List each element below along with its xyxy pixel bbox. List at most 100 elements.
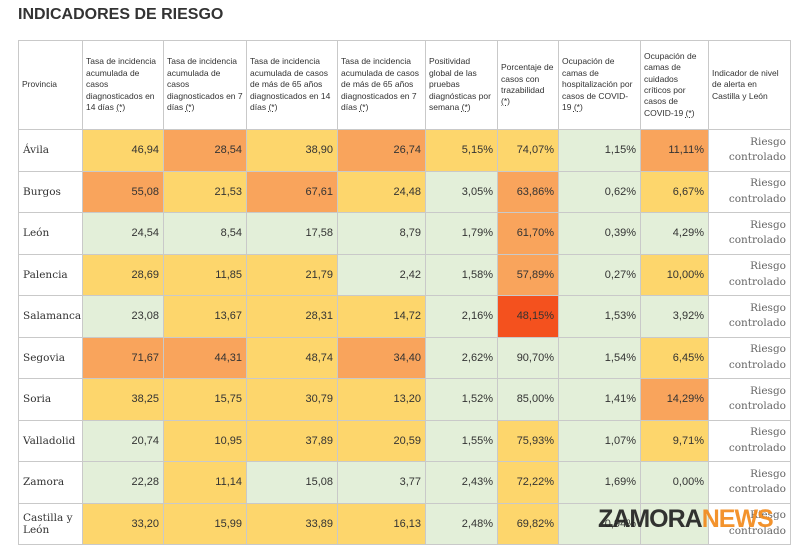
table-cell: 63,86% xyxy=(497,170,559,213)
header-text: Indicador de nivel de alerta en Castilla… xyxy=(712,67,779,101)
table-cell: 38,25 xyxy=(82,378,164,421)
header-text: Tasa de incidencia acumulada de casos di… xyxy=(167,56,243,113)
header-note[interactable]: (*) xyxy=(268,102,278,113)
table-cell: 71,67 xyxy=(82,336,164,379)
table-body: Ávila 46,94 28,54 38,90 26,74 5,15% 74,07% 1,15… xyxy=(18,129,791,545)
table-cell: 0,94% xyxy=(558,502,641,545)
table-cell: 1,79% xyxy=(425,212,498,255)
table-cell: 4,29% xyxy=(640,212,709,255)
table-row: Segovia 71,67 44,31 48,74 34,40 2,62% 90,70% 1,… xyxy=(18,336,791,379)
table-cell: 16,13 xyxy=(337,502,426,545)
risk-table: Provincia Tasa de incidencia acumulada de… xyxy=(18,40,791,545)
table-cell: 10,95 xyxy=(163,419,247,462)
table-cell: Zamora xyxy=(18,461,83,504)
table-cell: 3,05% xyxy=(425,170,498,213)
logo: ZAMORANEWS xyxy=(598,505,774,534)
table-cell: 8,79 xyxy=(337,212,426,255)
table-cell: 11,11% xyxy=(640,129,709,172)
table-cell: 20,74 xyxy=(82,419,164,462)
table-row: Ávila 46,94 28,54 38,90 26,74 5,15% 74,07% 1,15… xyxy=(18,129,791,172)
table-cell: Riesgo controlado xyxy=(708,419,791,462)
table-cell: 15,75 xyxy=(163,378,247,421)
table-cell: Palencia xyxy=(18,253,83,296)
table-cell: 24,54 xyxy=(82,212,164,255)
table-cell: 1,58% xyxy=(425,253,498,296)
table-cell: 3,92% xyxy=(640,295,709,338)
table-cell: 11,85 xyxy=(163,253,247,296)
column-header: Tasa de incidencia acumulada de casos di… xyxy=(82,40,164,130)
table-cell: 74,07% xyxy=(497,129,559,172)
table-cell: 75,93% xyxy=(497,419,559,462)
header-note[interactable]: (*) xyxy=(185,102,195,113)
table-cell: 44,31 xyxy=(163,336,247,379)
table-cell: Soria xyxy=(18,378,83,421)
table-cell: 13,20 xyxy=(337,378,426,421)
table-cell: 37,89 xyxy=(246,419,338,462)
table-cell: Riesgo controlado xyxy=(708,212,791,255)
table-row: Salamanca 23,08 13,67 28,31 14,72 2,16% 48,15%… xyxy=(18,295,791,338)
header-text: Positividad global de las pruebas diagnó… xyxy=(429,56,491,113)
header-note[interactable]: (*) xyxy=(573,102,583,113)
table-cell: 0,00% xyxy=(640,461,709,504)
table-cell: 17,58 xyxy=(246,212,338,255)
column-header: Indicador de nivel de alerta en Castilla… xyxy=(708,40,791,130)
table-cell: Riesgo controlado xyxy=(708,378,791,421)
header-text: Tasa de incidencia acumulada de casos de… xyxy=(341,56,419,113)
table-cell xyxy=(640,502,709,545)
table-cell: 1,15% xyxy=(558,129,641,172)
table-cell: 57,89% xyxy=(497,253,559,296)
table-row: Valladolid 20,74 10,95 37,89 20,59 1,55% 75,93… xyxy=(18,419,791,462)
header-note[interactable]: (*) xyxy=(685,107,695,118)
table-cell: 5,15% xyxy=(425,129,498,172)
header-note[interactable]: (*) xyxy=(501,96,510,107)
table-cell: Riesgo controlado xyxy=(708,129,791,172)
table-row: Burgos 55,08 21,53 67,61 24,48 3,05% 63,86% 0,6… xyxy=(18,170,791,213)
table-cell: Riesgo controlado xyxy=(708,336,791,379)
table-cell: 2,42 xyxy=(337,253,426,296)
table-row: León 24,54 8,54 17,58 8,79 1,79% 61,70% 0,39% 4,… xyxy=(18,212,791,255)
header-text: Ocupación de camas de hospitalización po… xyxy=(562,56,633,113)
table-cell: Ávila xyxy=(18,129,83,172)
table-cell: 90,70% xyxy=(497,336,559,379)
column-header: Porcentaje de casos con trazabilidad (*) xyxy=(497,40,559,130)
table-cell: 33,20 xyxy=(82,502,164,545)
table-cell: 61,70% xyxy=(497,212,559,255)
header-note[interactable]: (*) xyxy=(116,102,126,113)
header-note[interactable]: (*) xyxy=(359,102,369,113)
table-cell: 15,08 xyxy=(246,461,338,504)
header-text: Tasa de incidencia acumulada de casos de… xyxy=(250,56,331,113)
table-cell: Castilla y León xyxy=(18,502,83,545)
table-cell: 21,79 xyxy=(246,253,338,296)
table-cell: 1,52% xyxy=(425,378,498,421)
table-cell: 69,82% xyxy=(497,502,559,545)
table-cell: Burgos xyxy=(18,170,83,213)
table-cell: Riesgo controlado xyxy=(708,461,791,504)
table-cell: 22,28 xyxy=(82,461,164,504)
table-cell: 14,29% xyxy=(640,378,709,421)
table-cell: 13,67 xyxy=(163,295,247,338)
table-row: Zamora 22,28 11,14 15,08 3,77 2,43% 72,22% 1,69… xyxy=(18,461,791,504)
table-cell: 6,67% xyxy=(640,170,709,213)
table-cell: 55,08 xyxy=(82,170,164,213)
table-cell: León xyxy=(18,212,83,255)
table-cell: 33,89 xyxy=(246,502,338,545)
table-cell: 15,99 xyxy=(163,502,247,545)
table-cell: 1,53% xyxy=(558,295,641,338)
column-header: Positividad global de las pruebas diagnó… xyxy=(425,40,498,130)
table-cell: 48,15% xyxy=(497,295,559,338)
column-header: Tasa de incidencia acumulada de casos de… xyxy=(337,40,426,130)
table-cell: 2,48% xyxy=(425,502,498,545)
table-cell: 2,43% xyxy=(425,461,498,504)
table-cell: 28,54 xyxy=(163,129,247,172)
logo-text: ZAMORA xyxy=(598,505,703,533)
table-cell: 26,74 xyxy=(337,129,426,172)
table-cell: 30,79 xyxy=(246,378,338,421)
table-cell: 28,69 xyxy=(82,253,164,296)
table-cell: Riesgo controlado xyxy=(708,170,791,213)
table-cell: 2,16% xyxy=(425,295,498,338)
table-cell: 8,54 xyxy=(163,212,247,255)
column-header: Provincia xyxy=(18,40,83,130)
header-note[interactable]: (*) xyxy=(461,102,471,113)
table-cell: 38,90 xyxy=(246,129,338,172)
